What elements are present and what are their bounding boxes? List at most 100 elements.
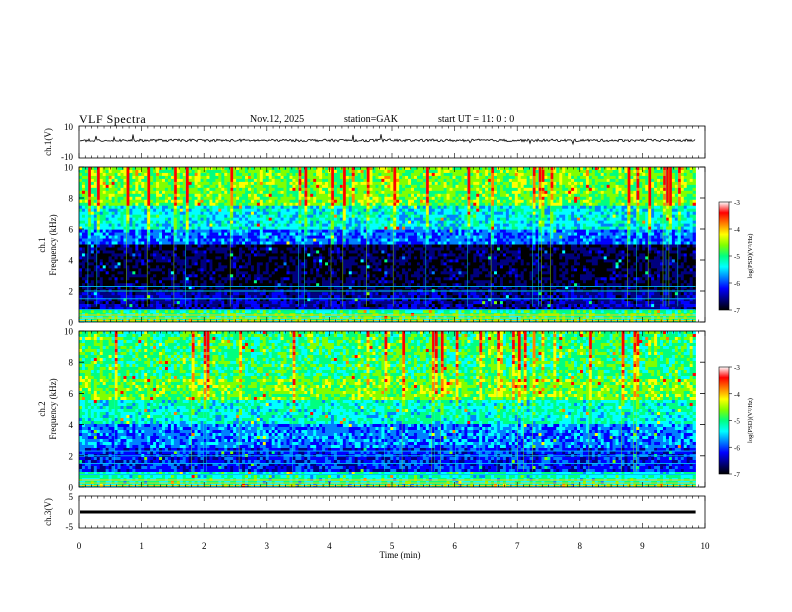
spectrogram-cell <box>111 244 115 248</box>
spectrogram-cell <box>360 232 367 236</box>
spectrogram-cell <box>517 226 524 230</box>
spectrogram-cell <box>375 247 379 251</box>
spectrogram-cell <box>259 235 267 239</box>
spectrogram-cell <box>233 250 240 254</box>
spectrogram-cell <box>200 271 204 275</box>
spectrogram-cell <box>144 208 148 213</box>
spectrogram-cell <box>164 187 169 192</box>
spectrogram-cell <box>342 190 347 195</box>
spectrogram-cell <box>591 226 596 230</box>
spectrogram-cell <box>108 256 112 260</box>
spectrogram-cell <box>366 199 373 204</box>
spectrogram-cell <box>135 205 139 210</box>
spectrogram-cell <box>271 169 275 174</box>
spectrogram-cell <box>319 265 323 269</box>
spectrogram-cell <box>544 220 551 224</box>
spectrogram-cell <box>556 169 560 174</box>
spectrogram-cell <box>496 175 504 180</box>
spectrogram-cell <box>126 181 130 186</box>
spectrogram-cell <box>289 193 293 198</box>
spectrogram-cell <box>491 196 495 201</box>
spectrogram-cell <box>147 205 151 210</box>
spectrogram-cell <box>464 238 468 242</box>
spectrogram-cell <box>191 169 195 174</box>
spectrogram-cell <box>585 247 590 251</box>
spectrogram-cell <box>648 208 652 213</box>
spectrogram-cell <box>150 223 154 227</box>
spectrogram-cell <box>333 223 338 227</box>
spectrogram-cell <box>538 220 542 224</box>
spectrogram-cell <box>342 262 358 266</box>
spectrogram-cell <box>577 190 581 195</box>
spectrogram-cell <box>227 223 231 227</box>
spectrogram-cell <box>93 202 98 207</box>
spectrogram-cell <box>663 172 667 177</box>
spectrogram-cell <box>523 268 527 272</box>
spectrogram-cell <box>562 196 566 201</box>
spectrogram-cell <box>233 253 240 257</box>
spectrogram-cell <box>173 259 189 263</box>
spectrogram-cell <box>470 181 474 186</box>
chart-title: VLF Spectra <box>79 112 147 126</box>
spectrogram-cell <box>422 232 427 236</box>
spectrogram-cell <box>345 226 350 230</box>
spectrogram-cell <box>230 205 234 210</box>
spectrogram-cell <box>301 175 305 180</box>
spectrogram-cell <box>354 229 358 233</box>
spectrogram-cell <box>559 169 563 174</box>
spectrogram-cell <box>476 193 480 198</box>
spectrogram-cell <box>425 220 430 224</box>
spectrogram-cell <box>588 229 602 233</box>
spectrogram-cell <box>627 217 631 221</box>
spectrogram-cell <box>188 262 192 266</box>
spectrogram-cell <box>494 235 501 239</box>
spectrogram-cell <box>144 187 148 192</box>
spectrogram-cell <box>440 238 447 242</box>
spectrogram-cell <box>156 202 160 207</box>
spectrogram-cell <box>396 265 400 269</box>
spectrogram-cell <box>657 190 661 195</box>
spectrogram-cell <box>354 232 361 236</box>
spectrogram-cell <box>568 175 572 180</box>
spectrogram-cell <box>129 220 133 224</box>
spectrogram-cell <box>648 262 652 266</box>
spectrogram-cell <box>402 223 406 227</box>
spectrogram-cell <box>120 184 124 189</box>
spectrogram-cell <box>339 259 355 263</box>
spectrogram-cell <box>514 223 527 227</box>
spectrogram-cell <box>538 241 548 245</box>
spectrogram-cell <box>565 167 578 171</box>
spectrogram-cell <box>621 211 625 215</box>
spectrogram-cell <box>633 181 637 186</box>
spectrogram-cell <box>387 208 391 213</box>
spectrogram-cell <box>167 172 172 177</box>
spectrogram-cell <box>99 172 104 177</box>
spectrogram-cell <box>209 202 216 207</box>
spectrogram-cell <box>292 202 296 207</box>
spectrogram-cell <box>553 211 572 215</box>
ch1-waveform-frame <box>78 125 706 159</box>
spectrogram-cell <box>526 214 530 218</box>
spectrogram-cell <box>476 214 486 218</box>
spectrogram-cell <box>588 232 599 236</box>
spectrogram-cell <box>446 229 450 233</box>
spectrogram-cell <box>488 241 492 245</box>
spectrogram-cell <box>159 265 163 269</box>
spectrogram-cell <box>580 167 584 171</box>
spectrogram-cell <box>556 190 560 195</box>
spectrogram-cell <box>372 167 376 171</box>
spectrogram-cell <box>170 208 175 213</box>
spectrogram-cell <box>535 199 539 204</box>
spectrogram-cell <box>689 202 693 207</box>
spectrogram-cell <box>526 262 530 266</box>
spectrogram-cell <box>408 238 418 242</box>
spectrogram-cell <box>431 220 438 224</box>
spectrogram-cell <box>176 190 181 195</box>
spectrogram-cell <box>568 205 572 210</box>
spectrogram-cell <box>384 226 388 230</box>
spectrogram-cell <box>369 223 382 227</box>
spectrogram-cell <box>212 211 216 215</box>
spectrogram-cell <box>153 244 157 248</box>
spectrogram-cell <box>485 175 489 180</box>
spectrogram-cell <box>242 175 246 180</box>
